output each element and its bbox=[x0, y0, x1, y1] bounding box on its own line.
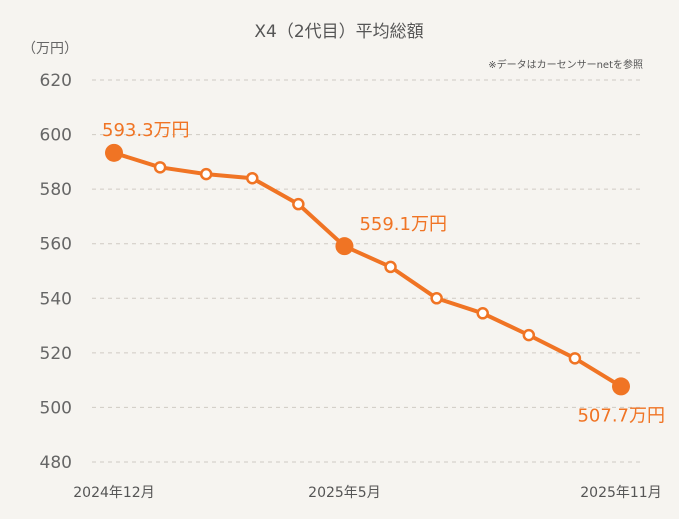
y-tick-label: 480 bbox=[40, 453, 72, 473]
y-tick-label: 620 bbox=[40, 71, 72, 91]
data-point bbox=[246, 171, 259, 185]
y-tick-label: 580 bbox=[40, 180, 72, 200]
source-note: ※データはカーセンサーnetを参照 bbox=[488, 58, 643, 71]
highlight-point bbox=[335, 237, 354, 256]
data-point bbox=[153, 161, 167, 174]
y-tick-label: 600 bbox=[40, 126, 72, 146]
data-point bbox=[568, 352, 582, 365]
y-tick-label: 500 bbox=[40, 398, 72, 418]
data-label: 507.7万円 bbox=[577, 405, 665, 426]
data-point bbox=[292, 197, 305, 211]
y-axis-ticks: 480 500 520 540 560 580 600 620 bbox=[40, 71, 72, 473]
gridlines bbox=[92, 79, 642, 463]
y-tick-label: 560 bbox=[40, 235, 72, 255]
data-point bbox=[430, 292, 443, 305]
data-labels: 593.3万円 559.1万円 507.7万円 bbox=[102, 120, 665, 427]
data-point bbox=[199, 167, 213, 181]
highlight-point bbox=[612, 377, 630, 396]
data-label: 593.3万円 bbox=[102, 120, 190, 141]
data-point bbox=[384, 260, 397, 274]
data-point bbox=[476, 307, 489, 320]
chart-title: X4（2代目）平均総額 bbox=[254, 22, 423, 42]
y-tick-label: 520 bbox=[40, 344, 72, 364]
data-point bbox=[522, 328, 536, 342]
y-tick-label: 540 bbox=[40, 289, 72, 309]
x-tick-label: 2025年11月 bbox=[580, 485, 661, 501]
highlight-point bbox=[105, 143, 123, 162]
series-line bbox=[112, 150, 623, 389]
series-layer bbox=[105, 143, 630, 396]
x-axis-ticks: 2024年12月 2025年5月 2025年11月 bbox=[73, 485, 661, 501]
y-axis-unit-label: （万円） bbox=[22, 41, 78, 57]
x-tick-label: 2025年5月 bbox=[308, 485, 381, 501]
x-tick-label: 2024年12月 bbox=[73, 485, 154, 501]
data-label: 559.1万円 bbox=[359, 214, 447, 235]
